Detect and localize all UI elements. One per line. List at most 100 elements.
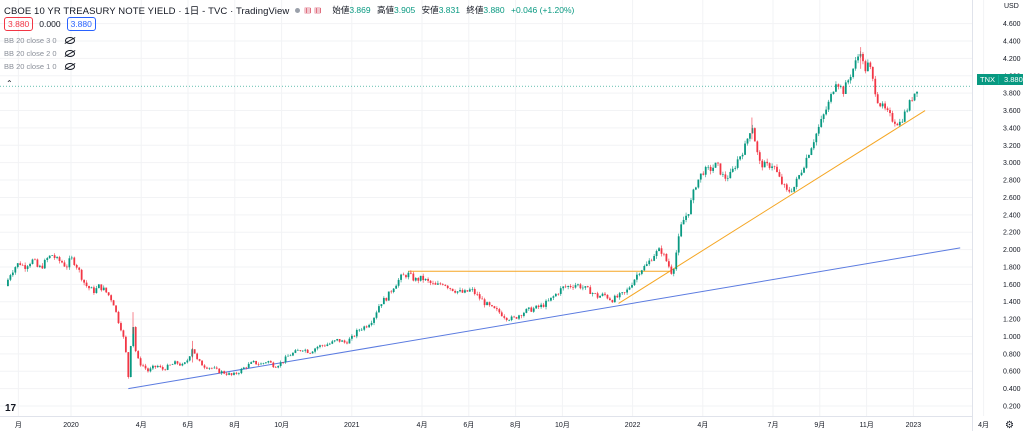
candle (122, 330, 125, 337)
candle (628, 287, 631, 290)
price-tick-label: 4.600 (1003, 21, 1021, 28)
candle (702, 173, 705, 175)
candle (837, 84, 840, 87)
candle (378, 306, 380, 313)
eye-hidden-icon[interactable] (64, 50, 75, 57)
candle (911, 100, 914, 101)
candle (149, 368, 152, 372)
candle (363, 326, 366, 330)
candle (776, 166, 778, 173)
candle (358, 329, 361, 331)
indicator-label: BB 20 close 1 0 (4, 62, 57, 71)
candle (95, 288, 98, 294)
candle (36, 259, 39, 267)
candle (279, 362, 282, 366)
candle (417, 278, 420, 281)
candle (117, 311, 120, 324)
candle (365, 326, 368, 328)
candle (228, 373, 230, 375)
pause-icon-2[interactable] (314, 6, 322, 14)
candle (849, 76, 852, 81)
candle (284, 356, 287, 363)
candle (412, 273, 415, 281)
candle (537, 305, 540, 308)
candle (240, 368, 243, 374)
candle (876, 94, 879, 104)
candle (579, 284, 582, 289)
candle (768, 163, 771, 168)
sell-button[interactable]: 3.880 (4, 17, 34, 31)
time-tick-label: 8月 (510, 421, 521, 429)
candle (825, 109, 828, 115)
candle (894, 121, 896, 124)
time-tick-label: 10月 (274, 421, 289, 429)
candle (785, 184, 788, 190)
candle (24, 265, 27, 269)
time-tick-label: 2023 (906, 422, 922, 429)
candle (709, 166, 712, 171)
candle (188, 356, 191, 361)
candle (387, 291, 390, 301)
candle (171, 364, 174, 365)
candle (862, 53, 864, 62)
candle (726, 178, 729, 179)
candle (520, 315, 523, 316)
trendlines (128, 110, 961, 390)
price-tick-label: 1.000 (1003, 334, 1021, 341)
candle (913, 93, 916, 101)
candle (88, 286, 90, 289)
time-axis: 月 2020 4月 6月 8月 10月 2021 4月 6月 8月 10月 2022 4月 7月 9月 11月… (15, 421, 989, 429)
candle (820, 119, 823, 127)
candle (432, 282, 434, 284)
gear-icon[interactable]: ⚙ (1005, 420, 1014, 431)
candle (90, 287, 93, 289)
eye-hidden-icon[interactable] (64, 37, 75, 44)
candle (19, 263, 22, 265)
close-value: 3.880 (483, 5, 505, 15)
pause-icon[interactable] (304, 6, 312, 14)
candle (139, 358, 142, 366)
candle (694, 187, 697, 190)
candle (429, 280, 432, 283)
chevron-up-icon[interactable]: ⌃ (6, 79, 13, 88)
candle (142, 365, 144, 367)
candle (736, 159, 739, 168)
candle (107, 292, 110, 296)
indicator-row[interactable]: BB 20 close 2 0 (4, 49, 75, 58)
price-tick-label: 1.800 (1003, 264, 1021, 271)
candle (719, 163, 722, 175)
candle (26, 266, 29, 269)
candle (444, 284, 447, 286)
candle (554, 293, 557, 297)
indicator-row[interactable]: BB 20 close 1 0 (4, 62, 75, 71)
eye-hidden-icon[interactable] (64, 63, 75, 70)
candle (690, 200, 692, 215)
candle (360, 329, 363, 331)
indicator-row[interactable]: BB 20 close 3 0 (4, 36, 75, 45)
candle (557, 293, 560, 295)
price-tick-label: 2.600 (1003, 195, 1021, 202)
candle (245, 367, 248, 369)
candle (97, 284, 100, 289)
candle (461, 290, 464, 293)
spread-value: 0.000 (39, 19, 61, 29)
candle (61, 260, 63, 263)
candle (805, 157, 808, 168)
currency-label[interactable]: USD (1004, 3, 1019, 10)
candle (58, 257, 61, 261)
candle (638, 273, 641, 275)
tradingview-logo-icon[interactable]: 17 (5, 403, 17, 414)
high-value: 3.905 (394, 5, 416, 15)
candle (699, 173, 702, 180)
candle (29, 263, 31, 267)
candle (636, 274, 638, 280)
candle (650, 260, 653, 262)
buy-button[interactable]: 3.880 (66, 17, 96, 31)
candle (144, 365, 147, 369)
candle (100, 284, 103, 291)
candle (653, 256, 656, 261)
candle (857, 56, 859, 61)
candle (215, 367, 218, 369)
